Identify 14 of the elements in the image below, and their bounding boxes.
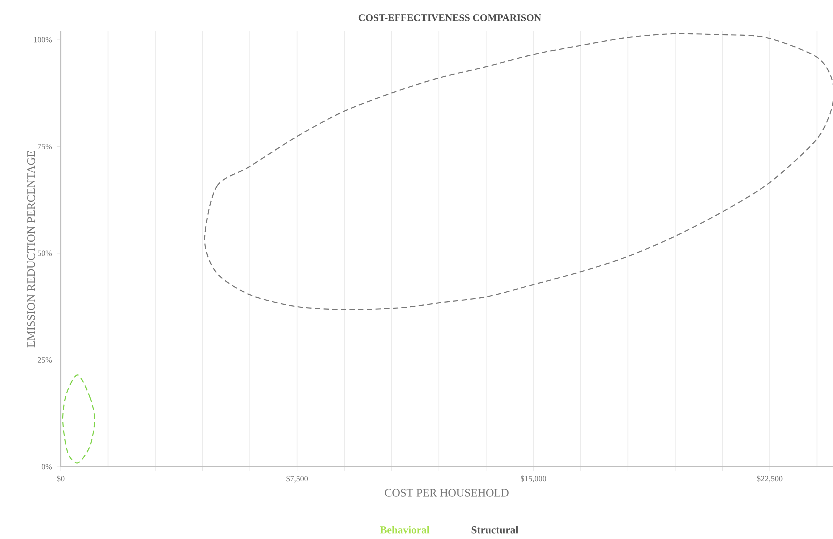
- x-tick-label: $0: [57, 476, 65, 482]
- text: Structural: [472, 526, 519, 534]
- x-tick-label: $15,000: [520, 476, 546, 483]
- y-tick-label: 25%: [38, 358, 52, 363]
- x-tick-label: $7,500: [286, 476, 308, 483]
- y-axis-title: EMISSION REDUCTION PERCENTAGE: [28, 151, 36, 348]
- x-tick-label: $22,500: [757, 476, 783, 483]
- y-tick-label: 75%: [38, 144, 52, 150]
- text: Behavioral: [380, 526, 430, 534]
- y-tick-label: 50%: [38, 250, 52, 256]
- x-axis-title: COST PER HOUSEHOLD: [385, 489, 509, 497]
- y-tick-label: 0%: [42, 464, 52, 470]
- y-tick-label: 100%: [34, 37, 52, 43]
- chart-title: COST-EFFECTIVENESS COMPARISON: [358, 14, 542, 22]
